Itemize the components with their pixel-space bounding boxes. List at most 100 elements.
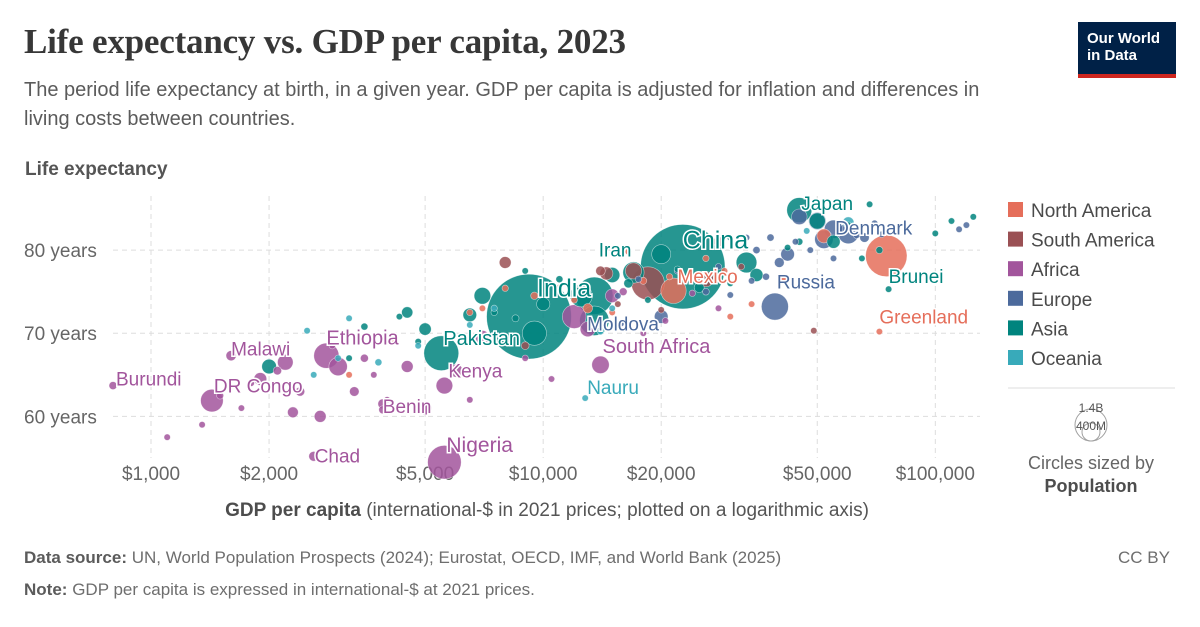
country-point bbox=[383, 396, 391, 404]
x-tick-label: $10,000 bbox=[509, 464, 578, 485]
country-point bbox=[608, 304, 616, 312]
country-point bbox=[466, 396, 474, 404]
country-point bbox=[726, 234, 734, 242]
note: Note: GDP per capita is expressed in int… bbox=[24, 580, 535, 600]
country-point bbox=[806, 246, 814, 254]
size-legend-caption-1: Circles sized by bbox=[1028, 453, 1154, 473]
legend-label-south-america[interactable]: South America bbox=[1031, 231, 1155, 252]
country-point-burundi bbox=[108, 381, 118, 390]
country-point bbox=[639, 329, 647, 337]
country-point bbox=[216, 391, 224, 400]
country-point bbox=[521, 267, 529, 275]
legend-swatch-south-america bbox=[1008, 231, 1023, 247]
country-point bbox=[931, 229, 939, 237]
country-point bbox=[536, 297, 551, 311]
size-legend-caption-2: Population bbox=[1045, 476, 1138, 496]
country-point bbox=[766, 233, 775, 242]
country-point-moldova bbox=[617, 319, 625, 327]
country-point-greenland bbox=[875, 328, 883, 336]
country-point bbox=[499, 256, 512, 269]
country-point bbox=[466, 308, 474, 316]
country-point bbox=[370, 371, 378, 379]
country-point bbox=[962, 221, 970, 229]
logo-line-1: Our World bbox=[1087, 30, 1161, 47]
legend-swatch-north-america bbox=[1008, 202, 1023, 217]
country-point bbox=[702, 288, 710, 296]
country-point bbox=[713, 236, 724, 247]
logo-line-2: in Data bbox=[1087, 47, 1138, 64]
country-point bbox=[360, 353, 369, 363]
country-point bbox=[693, 282, 705, 293]
data-source: Data source: UN, World Population Prospe… bbox=[24, 548, 781, 568]
country-point bbox=[582, 303, 593, 314]
country-point bbox=[625, 262, 642, 280]
legend-label-europe[interactable]: Europe bbox=[1031, 290, 1092, 311]
legend-label-asia[interactable]: Asia bbox=[1031, 319, 1068, 340]
country-point bbox=[473, 287, 492, 305]
country-label-malawi: Malawi bbox=[231, 340, 290, 361]
country-point bbox=[511, 314, 520, 323]
country-label-mexico: Mexico bbox=[678, 267, 738, 288]
legend-label-oceania[interactable]: Oceania bbox=[1031, 349, 1102, 370]
legend-label-north-america[interactable]: North America bbox=[1031, 201, 1152, 222]
size-legend: 1.4B 400M Circles sized by Population bbox=[1028, 401, 1154, 496]
country-point bbox=[198, 421, 206, 429]
country-point bbox=[661, 317, 669, 325]
country-point bbox=[374, 358, 383, 367]
country-point bbox=[826, 234, 841, 249]
country-point bbox=[870, 219, 879, 227]
country-point bbox=[644, 296, 652, 304]
country-label-india: India bbox=[537, 275, 591, 303]
note-text: GDP per capita is expressed in internati… bbox=[72, 580, 535, 599]
country-point-nigeria bbox=[427, 445, 462, 480]
x-axis-label-rest: (international-$ in 2021 prices; plotted… bbox=[361, 500, 869, 521]
y-axis-label: Life expectancy bbox=[25, 159, 168, 180]
country-point bbox=[875, 246, 884, 254]
country-point bbox=[634, 275, 642, 283]
country-point bbox=[414, 342, 422, 350]
license-link[interactable]: CC BY bbox=[1118, 548, 1170, 567]
country-point bbox=[651, 244, 672, 264]
x-tick-label: $100,000 bbox=[896, 464, 975, 485]
country-point bbox=[714, 304, 722, 312]
chart-subtitle: The period life expectancy at birth, in … bbox=[24, 79, 980, 130]
legend-label-africa[interactable]: Africa bbox=[1031, 260, 1080, 281]
color-legend[interactable]: North America South America Africa Europe As… bbox=[1008, 201, 1155, 370]
country-label-brunei: Brunei bbox=[889, 267, 944, 288]
note-label: Note: bbox=[24, 580, 68, 599]
country-point bbox=[737, 263, 745, 271]
country-point bbox=[277, 354, 294, 371]
country-point bbox=[478, 304, 486, 312]
country-point bbox=[295, 386, 305, 397]
country-point-kenya bbox=[435, 377, 454, 395]
legend-swatch-oceania bbox=[1008, 350, 1023, 365]
country-label-nauru: Nauru bbox=[587, 378, 639, 399]
country-point bbox=[401, 360, 414, 373]
owid-logo[interactable]: Our World in Data bbox=[1078, 22, 1176, 78]
country-point bbox=[237, 404, 245, 412]
country-point bbox=[858, 254, 866, 262]
legend-swatch-africa bbox=[1008, 261, 1023, 277]
country-label-chad: Chad bbox=[315, 446, 360, 467]
country-point-chad bbox=[308, 451, 319, 462]
country-point bbox=[866, 200, 874, 208]
country-point bbox=[810, 327, 818, 335]
country-point bbox=[418, 322, 432, 336]
country-point-denmark bbox=[878, 230, 886, 238]
country-point bbox=[521, 354, 529, 362]
country-point bbox=[328, 342, 336, 350]
country-point bbox=[570, 296, 578, 304]
country-label-russia: Russia bbox=[777, 273, 836, 294]
y-tick-label: 70 years bbox=[24, 324, 97, 345]
country-point bbox=[349, 386, 360, 397]
country-point bbox=[391, 338, 399, 346]
country-point bbox=[555, 283, 563, 291]
country-point bbox=[762, 272, 770, 281]
country-label-kenya: Kenya bbox=[448, 362, 502, 383]
country-label-nigeria: Nigeria bbox=[446, 434, 513, 457]
country-point bbox=[314, 410, 327, 423]
country-point bbox=[520, 341, 530, 350]
x-tick-label: $20,000 bbox=[627, 464, 696, 485]
country-point bbox=[955, 225, 963, 233]
